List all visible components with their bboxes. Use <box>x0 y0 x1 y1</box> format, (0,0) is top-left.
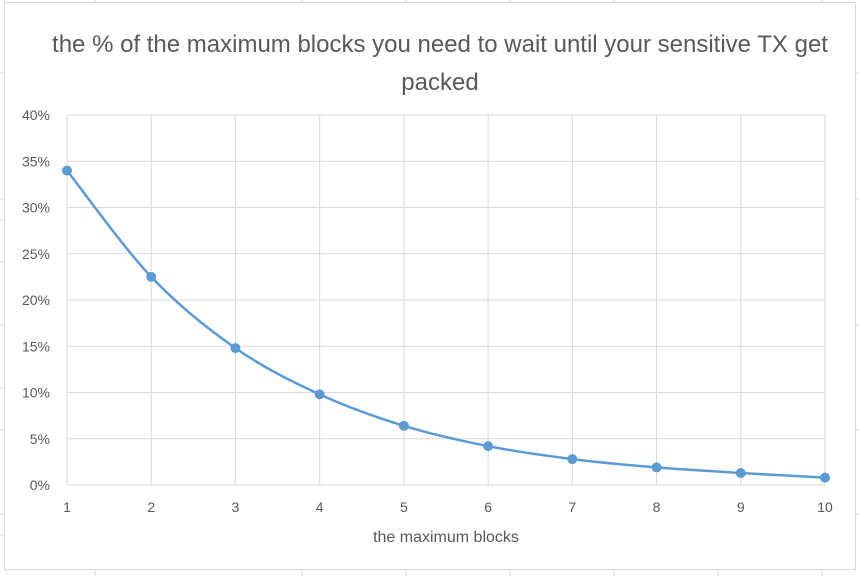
y-tick-label: 40% <box>22 107 50 123</box>
y-tick-label: 15% <box>22 338 50 354</box>
data-point[interactable] <box>567 454 578 465</box>
x-tick-label: 4 <box>316 499 324 515</box>
x-tick-label: 6 <box>484 499 492 515</box>
y-tick-label: 20% <box>22 292 50 308</box>
data-point[interactable] <box>398 420 409 431</box>
x-tick-label: 7 <box>568 499 576 515</box>
y-axis-tick-labels: 0% 5% 10% 15% 20% 25% 30% 35% 40% <box>22 107 50 493</box>
chart-title: the % of the maximum blocks you need to … <box>52 31 828 96</box>
y-tick-label: 0% <box>30 477 50 493</box>
chart-area[interactable] <box>4 2 856 570</box>
y-tick-label: 10% <box>22 385 50 401</box>
x-axis-tick-labels: 1 2 3 4 5 6 7 8 9 10 <box>63 499 833 515</box>
data-point[interactable] <box>230 343 241 354</box>
series-line <box>65 169 827 479</box>
data-point[interactable] <box>735 467 746 478</box>
data-point[interactable] <box>314 389 325 400</box>
x-tick-label: 10 <box>817 499 833 515</box>
x-tick-label: 9 <box>737 499 745 515</box>
y-tick-label: 5% <box>30 431 50 447</box>
data-point[interactable] <box>483 441 494 452</box>
data-point[interactable] <box>146 271 157 282</box>
x-axis-title: the maximum blocks <box>373 529 519 546</box>
x-tick-label: 3 <box>232 499 240 515</box>
y-tick-label: 30% <box>22 200 50 216</box>
x-tick-label: 8 <box>653 499 661 515</box>
x-tick-label: 2 <box>147 499 155 515</box>
series-layer <box>62 165 830 483</box>
x-tick-label: 1 <box>63 499 71 515</box>
gridlines <box>66 114 826 486</box>
data-point[interactable] <box>651 462 662 473</box>
data-point[interactable] <box>820 472 830 483</box>
y-tick-label: 25% <box>22 246 50 262</box>
y-tick-label: 35% <box>22 153 50 169</box>
x-tick-label: 5 <box>400 499 408 515</box>
data-point[interactable] <box>62 165 72 176</box>
